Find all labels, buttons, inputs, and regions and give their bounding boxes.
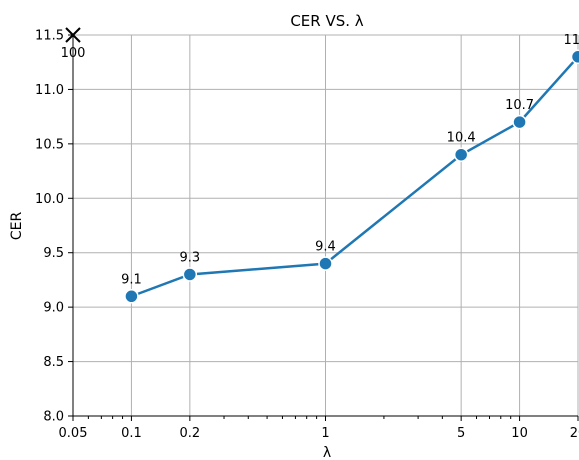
data-point: [453, 147, 469, 162]
data-point: [318, 256, 333, 271]
chart-title: CER VS. λ: [290, 12, 363, 30]
y-tick-label: 9.5: [43, 246, 64, 261]
annotation-label: 100: [61, 46, 86, 61]
x-marker-stroke: [65, 27, 81, 43]
y-tick-label: 8.5: [43, 355, 64, 370]
data-point: [182, 267, 198, 282]
y-tick-label: 8.0: [43, 410, 64, 425]
data-label: 9.3: [180, 250, 201, 265]
annotations: 100: [61, 27, 86, 61]
data-label: 9.1: [121, 272, 142, 287]
x-tick-label: 0.05: [59, 426, 88, 441]
y-tick-label: 10.5: [35, 137, 64, 152]
y-axis-label: CER: [9, 212, 25, 241]
data-label: 10.7: [505, 98, 534, 113]
x-tick-label: 0.1: [121, 426, 142, 441]
x-tick-label: 10: [511, 426, 528, 441]
data-label: 11.3: [564, 33, 579, 48]
x-tick-label: 5: [457, 426, 465, 441]
y-tick-label: 10.0: [35, 192, 64, 207]
data-label: 10.4: [447, 131, 476, 146]
data-label: 9.4: [315, 240, 336, 255]
x-tick-label: 1: [321, 426, 329, 441]
y-tick-label: 9.0: [43, 301, 64, 316]
y-tick-label: 11.0: [35, 83, 64, 98]
data-point: [512, 114, 527, 130]
data-point: [124, 289, 139, 304]
y-tick-label: 11.5: [35, 29, 64, 44]
x-tick-label: 20: [570, 426, 579, 441]
x-marker: [65, 27, 81, 43]
data-point: [570, 49, 579, 65]
x-axis-label: λ: [323, 445, 331, 460]
grid-lines: [72, 34, 579, 417]
x-tick-label: 0.2: [180, 426, 201, 441]
series: 9.1 9.3 9.4 10.4 10.7 11.3: [121, 33, 579, 304]
axes: 0.05 0.1 0.2 1 5 10 20 8.0 8.5 9.0 9.5 10.0 10.5 11.0…: [35, 29, 579, 442]
series-line: [130, 55, 579, 298]
